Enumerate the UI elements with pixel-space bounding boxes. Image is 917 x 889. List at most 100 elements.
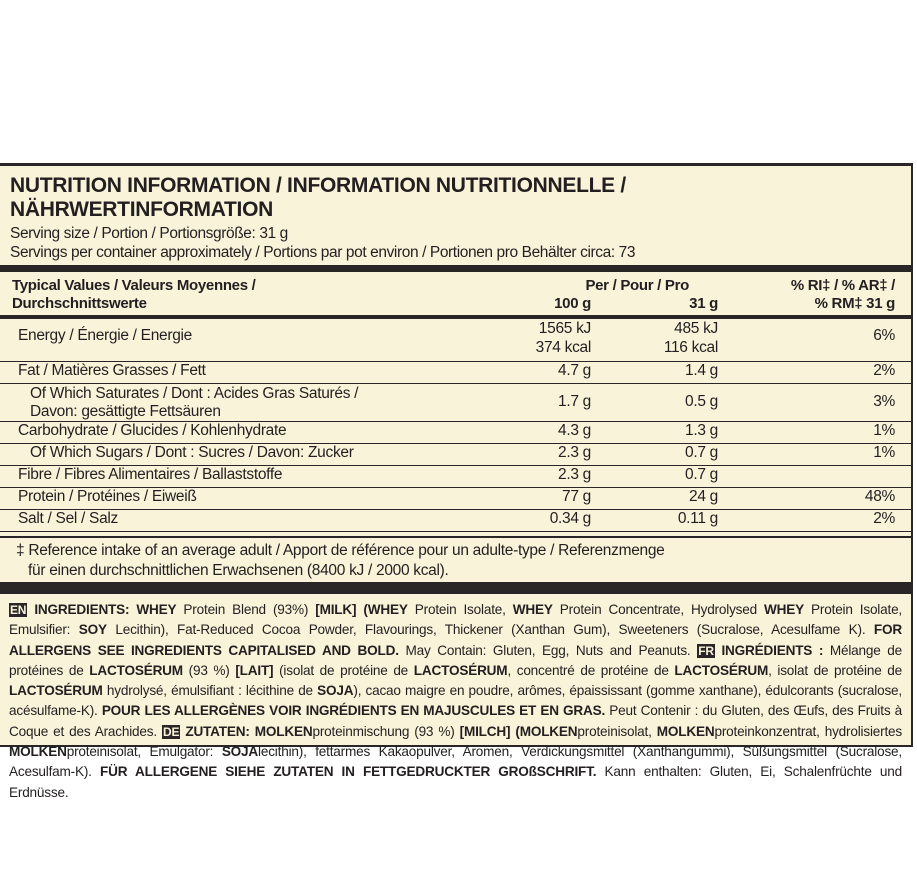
ingredient-text: May Contain: Gluten, Egg, Nuts and Peanu… xyxy=(398,642,698,658)
footnote-line: für einen durchschnittlichen Erwachsenen… xyxy=(28,562,449,579)
value-per-31g: 0.7 g xyxy=(685,444,718,461)
value-ri: 2% xyxy=(873,362,895,379)
value-per-31g: 24 g xyxy=(689,488,718,505)
ingredient-bold-text: MOLKEN xyxy=(656,723,715,739)
nutrient-label: Energy / Énergie / Energie xyxy=(18,327,192,344)
header-label: Typical Values / Valeurs Moyennes / xyxy=(12,277,256,294)
ingredient-bold-text: SOY xyxy=(78,622,107,638)
header-31g: 31 g xyxy=(689,295,718,312)
value-per-31g: 0.5 g xyxy=(685,393,718,410)
value-per-100g: 1565 kJ xyxy=(538,320,592,337)
ingredient-text: lecithin), fettarmes Kakaopulver, Aromen… xyxy=(9,744,902,780)
value-per-100g: 77 g xyxy=(562,488,591,505)
ingredient-bold-text: ZUTATEN: MOLKEN xyxy=(180,723,313,739)
ingredient-bold-text: WHEY xyxy=(512,602,553,617)
value-per-31g: 0.7 g xyxy=(685,466,718,483)
value-per-100g: 1.7 g xyxy=(558,393,591,410)
ingredient-text: Mélange de protéines de xyxy=(9,642,903,678)
ingredient-text: Protein Isolate, xyxy=(407,602,513,617)
ingredient-text: (isolat de protéine de xyxy=(273,662,414,678)
title-line: NÄHRWERTINFORMATION xyxy=(10,198,273,221)
ingredient-text: proteinmischung (93 %) xyxy=(312,723,460,739)
ingredient-bold-text: LACTOSÉRUM xyxy=(9,683,103,699)
table-row: Fibre / Fibres Alimentaires / Ballaststo… xyxy=(0,465,911,488)
value-ri: 2% xyxy=(873,510,895,527)
value-per-31g: 1.4 g xyxy=(685,362,718,379)
ingredients-text: EN INGREDIENTS: WHEY Protein Blend (93%)… xyxy=(9,600,902,803)
nutrition-panel: NUTRITION INFORMATION / INFORMATION NUTR… xyxy=(0,163,913,800)
ingredient-bold-text: POUR LES ALLERGÈNES VOIR INGRÉDIENTS EN … xyxy=(101,703,606,719)
table-row: Carbohydrate / Glucides / Kohlenhydrate 4… xyxy=(0,421,911,444)
ingredient-bold-text: SOJA xyxy=(317,683,354,699)
ingredient-bold-text: LACTOSÉRUM xyxy=(413,662,508,678)
divider xyxy=(0,265,911,272)
footnote-line: ‡ Reference intake of an average adult /… xyxy=(16,542,665,559)
header-ri: % RM‡ 31 g xyxy=(814,295,896,312)
panel-title: NUTRITION INFORMATION / INFORMATION NUTR… xyxy=(10,174,626,222)
nutrient-label: Fibre / Fibres Alimentaires / Ballaststo… xyxy=(18,466,283,483)
serving-size: Serving size / Portion / Portionsgröße: … xyxy=(10,225,288,242)
value-per-100g: 4.3 g xyxy=(558,422,591,439)
ingredient-text: ), cacao maigre en poudre, arômes, épais… xyxy=(9,683,902,719)
header-ri: % RI‡ / % AR‡ / xyxy=(790,277,895,294)
ingredient-bold-text: MOLKEN xyxy=(9,744,67,760)
ingredient-text: , isolat de protéine de xyxy=(768,662,903,678)
header-label: Durchschnittswerte xyxy=(12,295,147,312)
language-badge: DE xyxy=(162,724,181,739)
ingredient-bold-text: FÜR ALLERGENE SIEHE ZUTATEN IN FETTGEDRU… xyxy=(99,764,597,780)
ingredient-bold-text: INGREDIENTS: WHEY xyxy=(27,602,177,617)
header-100g: 100 g xyxy=(554,295,591,312)
value-ri: 1% xyxy=(873,422,895,439)
ingredient-bold-text: FOR ALLERGENS SEE INGREDIENTS CAPITALISE… xyxy=(9,622,902,658)
nutrient-label: Carbohydrate / Glucides / Kohlenhydrate xyxy=(18,422,287,439)
value-per-31g: 116 kcal xyxy=(663,339,718,356)
language-badge: FR xyxy=(697,643,715,658)
table-row: Of Which Saturates / Dont : Acides Gras … xyxy=(0,383,911,422)
value-per-100g: 0.34 g xyxy=(549,510,592,527)
value-per-100g: 4.7 g xyxy=(558,362,591,379)
value-ri: 48% xyxy=(864,488,895,505)
ingredient-text: Lecithin), Fat-Reduced Cocoa Powder, Fla… xyxy=(106,622,874,638)
value-ri: 1% xyxy=(873,444,895,461)
ingredient-bold-text: LACTOSÉRUM xyxy=(89,662,183,678)
nutrient-label: Of Which Saturates / Dont : Acides Gras … xyxy=(30,385,359,402)
title-line: NUTRITION INFORMATION / INFORMATION NUTR… xyxy=(10,174,626,197)
value-per-31g: 485 kJ xyxy=(674,320,718,337)
ingredient-text: proteinisolat, Emulgator: xyxy=(66,744,222,760)
ingredient-bold-text: [MILK] (WHEY xyxy=(315,602,408,617)
divider xyxy=(0,582,911,594)
ingredient-text: Peut Contenir : du Gluten, des Œufs, des… xyxy=(9,703,902,739)
table-row: Salt / Sel / Salz 0.34 g 0.11 g 2% xyxy=(0,509,911,532)
nutrient-label: Of Which Sugars / Dont : Sucres / Davon:… xyxy=(30,444,354,461)
ingredient-text: Protein Concentrate, Hydrolysed xyxy=(552,602,765,617)
table-header: Typical Values / Valeurs Moyennes / Durc… xyxy=(0,275,911,315)
nutrient-label: Fat / Matières Grasses / Fett xyxy=(18,362,206,379)
ingredient-text: proteinisolat, xyxy=(577,723,657,739)
value-ri: 6% xyxy=(873,327,895,344)
table-row: Of Which Sugars / Dont : Sucres / Davon:… xyxy=(0,443,911,466)
ingredient-text: Kann enthalten: Gluten, Ei, Schalenfrüch… xyxy=(9,764,902,800)
language-badge: EN xyxy=(9,603,28,617)
ingredient-bold-text: WHEY xyxy=(764,602,805,617)
ingredient-bold-text: [LAIT] xyxy=(235,662,274,678)
nutrient-label: Davon: gesättigte Fettsäuren xyxy=(30,403,221,420)
value-ri: 3% xyxy=(873,393,895,410)
value-per-100g: 374 kcal xyxy=(535,339,592,356)
table-row: Protein / Protéines / Eiweiß 77 g 24 g 48% xyxy=(0,487,911,510)
nutrient-label: Salt / Sel / Salz xyxy=(18,510,119,527)
ingredient-bold-text: LACTOSÉRUM xyxy=(674,662,769,678)
value-per-31g: 1.3 g xyxy=(685,422,718,439)
value-per-31g: 0.11 g xyxy=(677,510,718,527)
ingredient-bold-text: [MILCH] (MOLKEN xyxy=(459,723,578,739)
footnote: ‡ Reference intake of an average adult /… xyxy=(16,541,665,581)
value-per-100g: 2.3 g xyxy=(558,466,591,483)
ingredient-text: (93 %) xyxy=(182,662,236,678)
nutrient-label: Protein / Protéines / Eiweiß xyxy=(18,488,197,505)
servings-per-container: Servings per container approximately / P… xyxy=(10,244,636,261)
ingredient-text: proteinkonzentrat, hydrolisiertes xyxy=(714,723,903,739)
ingredient-text: , concentré de protéine de xyxy=(507,662,675,678)
value-per-100g: 2.3 g xyxy=(558,444,591,461)
header-per: Per / Pour / Pro xyxy=(585,277,689,294)
ingredient-bold-text: INGRÉDIENTS : xyxy=(714,642,824,658)
table-row: Fat / Matières Grasses / Fett 4.7 g 1.4 g 2… xyxy=(0,361,911,384)
